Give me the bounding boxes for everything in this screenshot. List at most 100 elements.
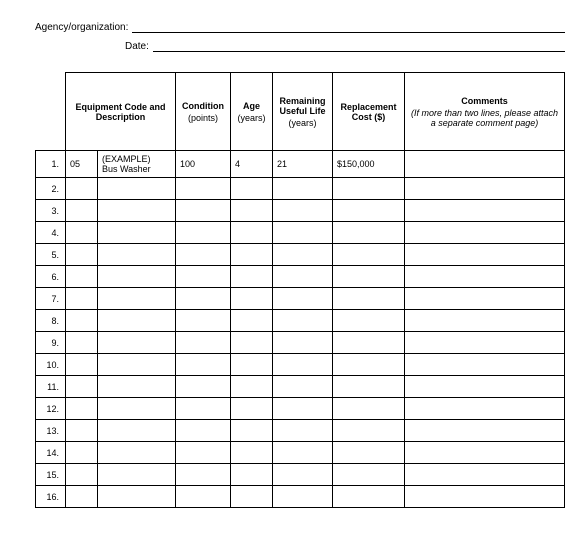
cell-life[interactable] bbox=[273, 376, 333, 398]
cell-cond[interactable] bbox=[176, 310, 231, 332]
cell-comm[interactable] bbox=[405, 266, 565, 288]
cell-cost[interactable] bbox=[333, 332, 405, 354]
cell-age[interactable] bbox=[231, 464, 273, 486]
cell-life[interactable] bbox=[273, 266, 333, 288]
cell-comm[interactable] bbox=[405, 398, 565, 420]
cell-description[interactable] bbox=[98, 266, 176, 288]
cell-comm[interactable] bbox=[405, 420, 565, 442]
cell-code[interactable] bbox=[66, 310, 98, 332]
cell-code[interactable] bbox=[66, 178, 98, 200]
cell-code[interactable] bbox=[66, 442, 98, 464]
cell-comm[interactable] bbox=[405, 486, 565, 508]
cell-description[interactable] bbox=[98, 354, 176, 376]
cell-code[interactable] bbox=[66, 486, 98, 508]
cell-comm[interactable] bbox=[405, 200, 565, 222]
cell-cond[interactable] bbox=[176, 222, 231, 244]
cell-code[interactable] bbox=[66, 354, 98, 376]
cell-description[interactable] bbox=[98, 376, 176, 398]
cell-comm[interactable] bbox=[405, 354, 565, 376]
cell-cost[interactable] bbox=[333, 222, 405, 244]
cell-comm[interactable] bbox=[405, 464, 565, 486]
cell-description[interactable] bbox=[98, 486, 176, 508]
cell-age[interactable] bbox=[231, 332, 273, 354]
cell-cost[interactable] bbox=[333, 464, 405, 486]
cell-life[interactable]: 21 bbox=[273, 151, 333, 178]
cell-cond[interactable] bbox=[176, 376, 231, 398]
cell-description[interactable] bbox=[98, 288, 176, 310]
cell-age[interactable] bbox=[231, 376, 273, 398]
cell-comm[interactable] bbox=[405, 222, 565, 244]
cell-cost[interactable] bbox=[333, 442, 405, 464]
cell-cost[interactable]: $150,000 bbox=[333, 151, 405, 178]
cell-life[interactable] bbox=[273, 222, 333, 244]
cell-cond[interactable] bbox=[176, 442, 231, 464]
cell-cond[interactable] bbox=[176, 354, 231, 376]
agency-input-line[interactable] bbox=[132, 20, 565, 33]
cell-cond[interactable]: 100 bbox=[176, 151, 231, 178]
cell-cost[interactable] bbox=[333, 244, 405, 266]
cell-code[interactable] bbox=[66, 222, 98, 244]
cell-code[interactable] bbox=[66, 244, 98, 266]
cell-life[interactable] bbox=[273, 310, 333, 332]
cell-life[interactable] bbox=[273, 244, 333, 266]
cell-age[interactable] bbox=[231, 244, 273, 266]
cell-code[interactable] bbox=[66, 398, 98, 420]
cell-life[interactable] bbox=[273, 288, 333, 310]
cell-cond[interactable] bbox=[176, 200, 231, 222]
cell-life[interactable] bbox=[273, 178, 333, 200]
cell-comm[interactable] bbox=[405, 288, 565, 310]
cell-cond[interactable] bbox=[176, 464, 231, 486]
cell-life[interactable] bbox=[273, 332, 333, 354]
cell-description[interactable] bbox=[98, 398, 176, 420]
cell-cost[interactable] bbox=[333, 398, 405, 420]
cell-cost[interactable] bbox=[333, 354, 405, 376]
cell-cond[interactable] bbox=[176, 420, 231, 442]
cell-cond[interactable] bbox=[176, 332, 231, 354]
cell-cost[interactable] bbox=[333, 200, 405, 222]
cell-code[interactable] bbox=[66, 200, 98, 222]
cell-code[interactable] bbox=[66, 376, 98, 398]
cell-cost[interactable] bbox=[333, 266, 405, 288]
cell-description[interactable]: (EXAMPLE)Bus Washer bbox=[98, 151, 176, 178]
cell-cost[interactable] bbox=[333, 178, 405, 200]
cell-age[interactable] bbox=[231, 178, 273, 200]
cell-description[interactable] bbox=[98, 244, 176, 266]
cell-age[interactable] bbox=[231, 266, 273, 288]
cell-life[interactable] bbox=[273, 442, 333, 464]
cell-code[interactable] bbox=[66, 266, 98, 288]
cell-comm[interactable] bbox=[405, 310, 565, 332]
cell-description[interactable] bbox=[98, 178, 176, 200]
cell-age[interactable] bbox=[231, 486, 273, 508]
cell-description[interactable] bbox=[98, 420, 176, 442]
cell-age[interactable] bbox=[231, 310, 273, 332]
date-input-line[interactable] bbox=[153, 39, 565, 52]
cell-cost[interactable] bbox=[333, 288, 405, 310]
cell-cond[interactable] bbox=[176, 244, 231, 266]
cell-description[interactable] bbox=[98, 222, 176, 244]
cell-cond[interactable] bbox=[176, 178, 231, 200]
cell-age[interactable] bbox=[231, 200, 273, 222]
cell-age[interactable]: 4 bbox=[231, 151, 273, 178]
cell-age[interactable] bbox=[231, 442, 273, 464]
cell-cost[interactable] bbox=[333, 420, 405, 442]
cell-comm[interactable] bbox=[405, 151, 565, 178]
cell-life[interactable] bbox=[273, 200, 333, 222]
cell-cost[interactable] bbox=[333, 376, 405, 398]
cell-comm[interactable] bbox=[405, 332, 565, 354]
cell-comm[interactable] bbox=[405, 442, 565, 464]
cell-cond[interactable] bbox=[176, 486, 231, 508]
cell-age[interactable] bbox=[231, 354, 273, 376]
cell-code[interactable]: 05 bbox=[66, 151, 98, 178]
cell-code[interactable] bbox=[66, 288, 98, 310]
cell-cost[interactable] bbox=[333, 310, 405, 332]
cell-description[interactable] bbox=[98, 332, 176, 354]
cell-cost[interactable] bbox=[333, 486, 405, 508]
cell-age[interactable] bbox=[231, 398, 273, 420]
cell-cond[interactable] bbox=[176, 398, 231, 420]
cell-age[interactable] bbox=[231, 420, 273, 442]
cell-description[interactable] bbox=[98, 200, 176, 222]
cell-code[interactable] bbox=[66, 420, 98, 442]
cell-code[interactable] bbox=[66, 332, 98, 354]
cell-description[interactable] bbox=[98, 310, 176, 332]
cell-code[interactable] bbox=[66, 464, 98, 486]
